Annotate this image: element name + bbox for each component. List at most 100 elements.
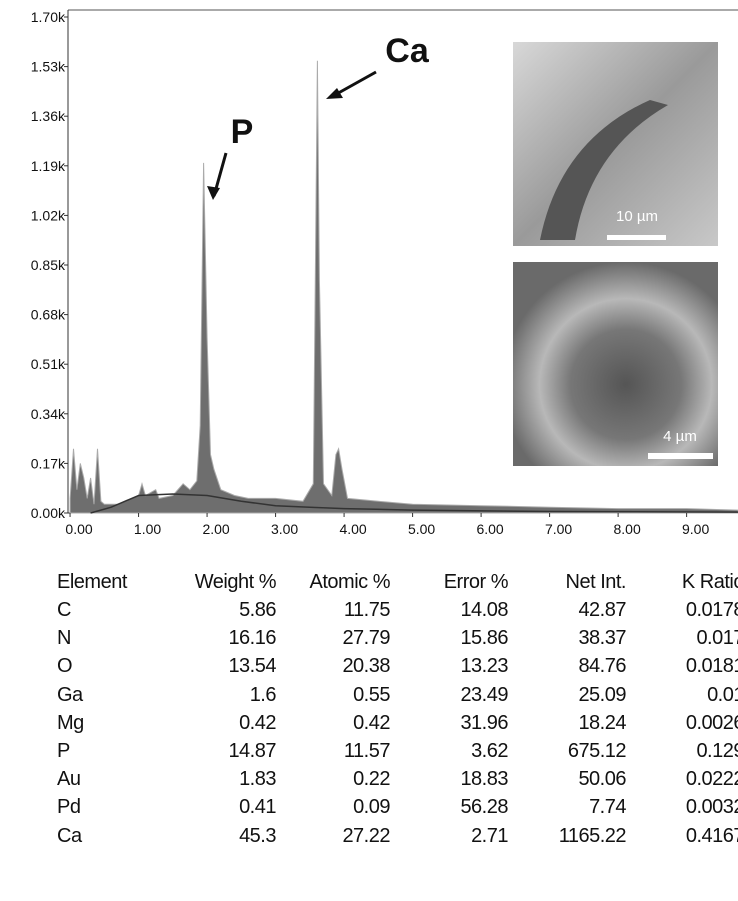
- table-cell: 0.0178: [685, 599, 738, 621]
- x-tick-label: 3.00: [271, 521, 298, 537]
- y-tick-label: 1.53k: [31, 59, 66, 75]
- table-cell: Ca: [57, 824, 82, 847]
- table-row: N 16.16 27.79 15.86 38.37 0.017: [0, 627, 738, 655]
- table-cell: Ga: [57, 683, 83, 706]
- table-cell: 18.24: [578, 711, 626, 734]
- sem-inset-2: [513, 262, 718, 466]
- table-cell: 27.22: [342, 824, 390, 847]
- table-cell: 1.83: [239, 768, 276, 791]
- table-cell: 13.54: [228, 655, 276, 678]
- y-tick-label: 0.34k: [31, 406, 66, 422]
- background-line: [90, 493, 738, 514]
- table-cell: 0.22: [353, 768, 390, 791]
- x-tick-label: 7.00: [545, 521, 572, 537]
- table-cell: 0.01: [707, 683, 738, 706]
- y-tick-label: 0.51k: [31, 356, 66, 372]
- table-cell: 16.16: [228, 627, 276, 650]
- scale-bar-2: [648, 453, 713, 459]
- table-cell: 1.6: [249, 683, 277, 706]
- table-cell: P: [57, 740, 70, 762]
- header-cell: K Ratio: [681, 571, 738, 593]
- chart: 0.00k 0.17k 0.34k 0.51k 0.68k 0.85k 1.02k 1.19k…: [31, 9, 738, 537]
- table-cell: 0.0181: [685, 655, 738, 678]
- table-row: P 14.87 11.57 3.62 675.12 0.129: [0, 740, 738, 768]
- y-tick-label: 1.36k: [31, 108, 66, 124]
- table-cell: C: [57, 599, 71, 621]
- x-tick-label: 2.00: [202, 521, 229, 537]
- y-tick-label: 0.85k: [31, 257, 66, 273]
- table-cell: 0.017: [696, 627, 738, 650]
- plot: [69, 60, 738, 514]
- y-tick-label: 1.19k: [31, 158, 66, 174]
- table-cell: 14.87: [228, 740, 276, 762]
- header-cell: Error %: [443, 571, 509, 593]
- header-cell: Net Int.: [565, 571, 627, 593]
- arrow-ca: [332, 70, 377, 98]
- scale-bar-1: [607, 235, 666, 240]
- y-tick-label: 0.00k: [31, 505, 66, 521]
- y-tick-label: 1.02k: [31, 207, 66, 223]
- table-cell: 5.86: [239, 599, 276, 621]
- table-cell: 56.28: [460, 796, 508, 819]
- x-tick-label: 4.00: [339, 521, 366, 537]
- table-cell: 27.79: [342, 627, 390, 650]
- header-cell: Atomic %: [309, 571, 391, 593]
- scale-label-2: 4 µm: [663, 428, 697, 445]
- table-cell: 0.09: [353, 796, 390, 819]
- table-cell: Mg: [57, 711, 84, 734]
- table-cell: 0.0222: [685, 768, 738, 791]
- annotation-p: P: [231, 113, 254, 151]
- sem-feature-1: [540, 100, 668, 240]
- table-cell: Au: [57, 768, 81, 791]
- table-cell: 3.62: [471, 740, 508, 762]
- annotation-ca: Ca: [385, 32, 430, 70]
- spectrum-area: [69, 60, 738, 514]
- table-cell: 18.83: [460, 768, 508, 791]
- table-cell: 0.42: [239, 711, 276, 734]
- table-cell: 0.0026: [685, 711, 738, 734]
- table-cell: 2.71: [471, 824, 508, 847]
- table-cell: 11.57: [343, 740, 391, 762]
- table-cell: 0.4167: [685, 824, 738, 847]
- table: Element Weight % Atomic % Error % Net Int. K …: [0, 565, 738, 901]
- table-cell: 0.0032: [685, 796, 738, 819]
- x-tick-label: 0.00: [65, 521, 92, 537]
- table-cell: 675.12: [567, 740, 627, 762]
- x-tick-label: 1.00: [134, 521, 161, 537]
- x-tick-label: 8.00: [613, 521, 640, 537]
- table-cell: 20.38: [342, 655, 390, 678]
- table-cell: 23.49: [460, 683, 508, 706]
- header-cell: Element: [57, 571, 127, 593]
- table-cell: 0.42: [353, 711, 390, 734]
- table-cell: Pd: [57, 796, 81, 819]
- x-tick-label: 9.00: [682, 521, 709, 537]
- table-cell: O: [57, 655, 73, 678]
- table-row: O 13.54 20.38 13.23 84.76 0.0181: [0, 655, 738, 683]
- arrowhead-p: [207, 186, 220, 200]
- table-cell: 50.06: [578, 768, 626, 791]
- table-cell: 0.129: [696, 740, 738, 762]
- table-row: Pd 0.41 0.09 56.28 7.74 0.0032: [0, 796, 738, 824]
- header-cell: Weight %: [194, 571, 277, 593]
- table-row: Mg 0.42 0.42 31.96 18.24 0.0026: [0, 712, 738, 740]
- table-cell: 38.37: [578, 627, 626, 650]
- table-row: C 5.86 11.75 14.08 42.87 0.0178: [0, 599, 738, 627]
- table-cell: 1165.22: [558, 824, 627, 847]
- table-cell: 84.76: [578, 655, 626, 678]
- y-tick-label: 0.68k: [31, 307, 66, 323]
- table-cell: N: [57, 627, 71, 650]
- table-header: Element Weight % Atomic % Error % Net Int. K …: [0, 571, 738, 599]
- table-cell: 42.87: [578, 599, 626, 621]
- y-tick-label: 1.70k: [31, 9, 66, 25]
- x-tick-label: 6.00: [476, 521, 503, 537]
- table-cell: 31.96: [460, 711, 508, 734]
- table-cell: 13.23: [460, 655, 508, 678]
- y-tick-label: 0.17k: [31, 455, 66, 471]
- table-cell: 7.74: [589, 796, 626, 819]
- x-tick-label: 5.00: [408, 521, 435, 537]
- table-row: Ca 45.3 27.22 2.71 1165.22 0.4167: [0, 825, 738, 853]
- table-cell: 45.3: [239, 824, 276, 847]
- arrowhead-ca: [326, 88, 343, 99]
- scale-label-1: 10 µm: [616, 208, 658, 225]
